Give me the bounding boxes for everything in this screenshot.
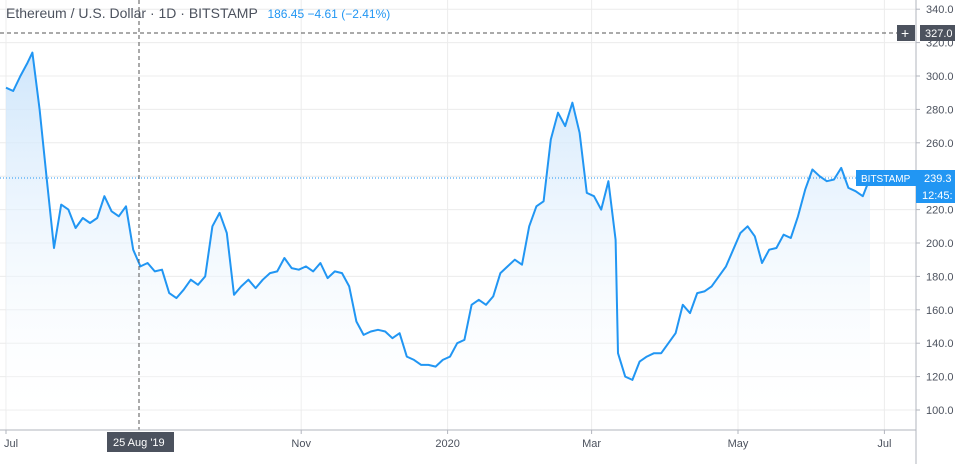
y-tick-label: 260.0 bbox=[926, 138, 954, 150]
x-tick-label: Jul bbox=[877, 438, 891, 450]
y-tick-label: 100.0 bbox=[926, 405, 954, 417]
y-tick-label: 280.0 bbox=[926, 104, 954, 116]
series-layer bbox=[5, 51, 871, 410]
y-tick-label: 340.0 bbox=[926, 4, 954, 16]
y-tick-label: 220.0 bbox=[926, 205, 954, 217]
x-tick-label: Nov bbox=[291, 438, 311, 450]
y-tick-label: 180.0 bbox=[926, 271, 954, 283]
price-change-percent: (−2.41%) bbox=[341, 7, 391, 21]
x-tick-label: Mar bbox=[582, 438, 601, 450]
time-axis[interactable]: Jul Nov 2020 Mar May Jul bbox=[4, 430, 891, 450]
y-tick-label: 300.0 bbox=[926, 71, 954, 83]
crosshair-price-label: 327.0 bbox=[920, 25, 955, 41]
price-area-fill bbox=[6, 52, 870, 410]
quote-values: 186.45 −4.61 (−2.41%) bbox=[267, 7, 390, 21]
x-tick-label: Jul bbox=[4, 438, 18, 450]
crosshair-add-button[interactable]: + bbox=[897, 25, 915, 41]
plus-icon: + bbox=[901, 25, 909, 41]
y-tick-label: 160.0 bbox=[926, 305, 954, 317]
last-price-tag: BITSTAMP 239.3 12:45: bbox=[856, 170, 955, 203]
symbol-header: Ethereum / U.S. Dollar · 1D · BITSTAMP 1… bbox=[6, 5, 390, 21]
last-price-source: BITSTAMP bbox=[861, 174, 911, 185]
crosshair-time-value: 25 Aug '19 bbox=[113, 437, 165, 449]
x-tick-label: 2020 bbox=[435, 438, 459, 450]
y-tick-label: 120.0 bbox=[926, 372, 954, 384]
price-line bbox=[5, 51, 871, 381]
y-tick-label: 200.0 bbox=[926, 238, 954, 250]
crosshair-time-label: 25 Aug '19 bbox=[107, 432, 174, 452]
last-price: 186.45 bbox=[267, 7, 305, 21]
symbol-title[interactable]: Ethereum / U.S. Dollar · 1D · BITSTAMP bbox=[6, 5, 258, 21]
x-tick-label: May bbox=[728, 438, 749, 450]
last-price-value: 239.3 bbox=[924, 173, 952, 185]
price-change: −4.61 bbox=[307, 7, 338, 21]
bar-countdown: 12:45: bbox=[922, 190, 953, 202]
crosshair-price-value: 327.0 bbox=[925, 28, 953, 40]
y-tick-label: 140.0 bbox=[926, 338, 954, 350]
